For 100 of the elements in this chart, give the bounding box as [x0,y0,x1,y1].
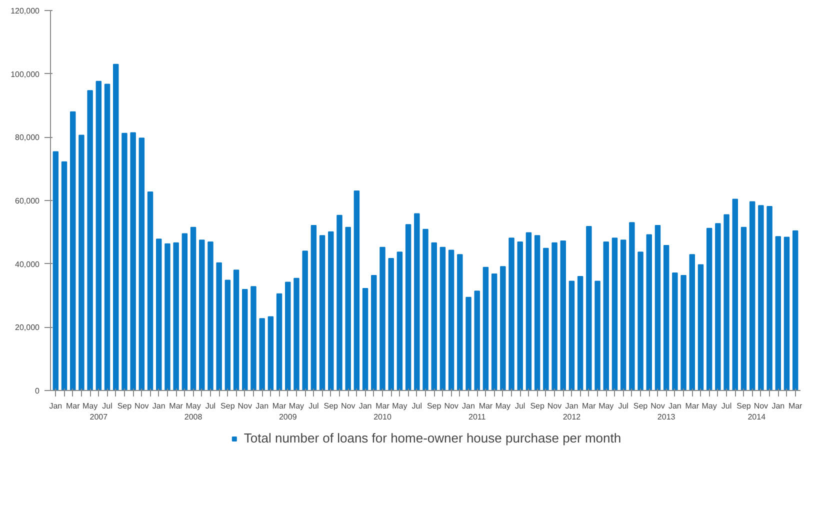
x-tick-label: Jan [358,402,372,410]
bar [508,238,514,390]
bar [259,318,265,390]
bar [474,290,480,390]
bar [173,242,179,390]
bar [319,235,326,390]
x-tick-label: May [186,402,201,410]
bar [294,278,300,390]
bar [689,254,695,390]
x-tick-label: Nov [754,402,768,410]
bar [500,266,506,390]
bar [414,213,420,390]
x-tick-label: Jan [152,402,166,410]
bar [104,84,110,390]
bar [749,201,756,390]
bar [680,275,686,390]
x-tick-label: Mar [582,402,596,410]
bar [552,242,558,390]
bar [190,226,196,390]
bar [440,246,446,390]
x-tick-label: Nov [650,402,665,410]
text: 2007 [90,412,108,422]
bar [620,240,626,390]
y-tick-label: 100,000 [10,70,40,79]
x-tick-label: Jul [618,402,629,410]
x-tick-label: Nov [340,402,356,410]
x-tick-label: Jan [462,402,475,410]
x-tick-label: Mar [66,402,80,410]
bar [336,214,342,390]
x-tick-label: Sep [530,402,545,410]
y-tick-label: 40,000 [15,260,40,269]
x-tick-label: Jan [49,402,62,410]
bar [543,248,549,390]
bar [87,90,93,390]
x-tick-label: Sep [324,402,339,410]
x-tick-label: Nov [444,402,458,410]
bar [457,254,463,390]
bar [698,264,704,390]
bar [224,280,231,390]
x-tick-label: May [82,402,98,410]
x-tick-label: Nov [547,402,562,410]
bar [138,138,145,390]
x-tick-label: Jul [412,402,422,410]
bar [706,228,712,390]
x-tick-label: Jul [205,402,216,410]
bar [61,161,68,390]
x-tick-label: Jul [308,402,320,410]
y-tick-label: 60,000 [15,196,40,206]
bar [285,282,291,390]
bar [268,316,274,390]
x-tick-label: Jul [514,402,526,410]
x-tick-label: May [495,402,510,410]
bar [199,240,205,390]
x-tick-label: Sep [426,402,442,410]
bar [422,228,428,390]
x-tick-label: Mar [169,402,184,410]
x-tick-label: Sep [220,402,236,410]
bar [766,206,772,390]
y-tick-label: 20,000 [15,323,40,332]
x-tick-label: Mar [685,402,700,410]
bar [724,214,730,390]
bar [629,222,635,390]
x-tick-label: Nov [134,402,149,410]
x-tick-label: May [702,402,717,410]
bar [612,238,618,390]
bar [586,226,592,390]
bar [638,252,644,390]
bar [380,246,386,390]
bar [534,235,540,390]
bar [242,288,248,390]
bar [577,276,584,390]
bar [491,273,498,390]
bar [758,205,764,390]
bar [354,190,360,390]
bar [302,250,308,390]
y-tick-label: 120,000 [10,6,40,16]
x-tick-label: Jan [772,402,785,410]
bar [568,280,575,390]
bar [792,230,798,390]
text: 2011 [468,412,486,422]
bar [250,286,256,390]
bar [96,80,102,390]
x-tick-label: Mar [376,402,390,410]
bar [482,266,489,390]
bar [526,232,532,390]
text: 2008 [184,412,203,422]
text: 2013 [657,412,676,422]
bar [113,64,119,390]
bar [663,244,670,390]
bar [466,296,472,390]
bar [345,226,351,390]
bar [182,233,188,390]
bar [156,238,162,390]
bar [52,151,59,390]
bar [715,223,721,390]
text: 2012 [562,412,582,422]
bar [216,262,222,390]
x-tick-label: Sep [736,402,752,410]
x-tick-label: May [288,402,304,410]
bar [388,258,394,390]
